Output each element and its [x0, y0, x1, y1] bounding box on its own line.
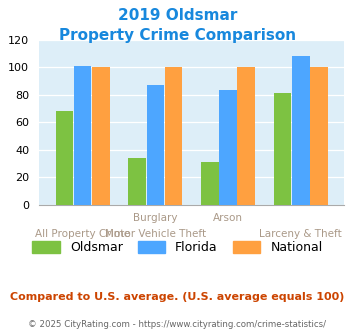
Bar: [219, 90, 237, 205]
Text: All Property Crime: All Property Crime: [35, 229, 130, 239]
Bar: [74, 66, 92, 205]
Bar: [274, 93, 291, 205]
Bar: [292, 56, 310, 205]
Text: © 2025 CityRating.com - https://www.cityrating.com/crime-statistics/: © 2025 CityRating.com - https://www.city…: [28, 320, 327, 329]
Text: Property Crime Comparison: Property Crime Comparison: [59, 28, 296, 43]
Bar: [237, 67, 255, 205]
Bar: [147, 85, 164, 205]
Bar: [56, 111, 73, 205]
Bar: [129, 158, 146, 205]
Text: Compared to U.S. average. (U.S. average equals 100): Compared to U.S. average. (U.S. average …: [10, 292, 345, 302]
Legend: Oldsmar, Florida, National: Oldsmar, Florida, National: [27, 236, 328, 259]
Text: Motor Vehicle Theft: Motor Vehicle Theft: [105, 229, 206, 239]
Text: Burglary: Burglary: [133, 213, 178, 223]
Text: Arson: Arson: [213, 213, 243, 223]
Bar: [165, 67, 182, 205]
Text: Larceny & Theft: Larceny & Theft: [260, 229, 342, 239]
Text: 2019 Oldsmar: 2019 Oldsmar: [118, 8, 237, 23]
Bar: [92, 67, 110, 205]
Bar: [201, 162, 219, 205]
Bar: [310, 67, 328, 205]
